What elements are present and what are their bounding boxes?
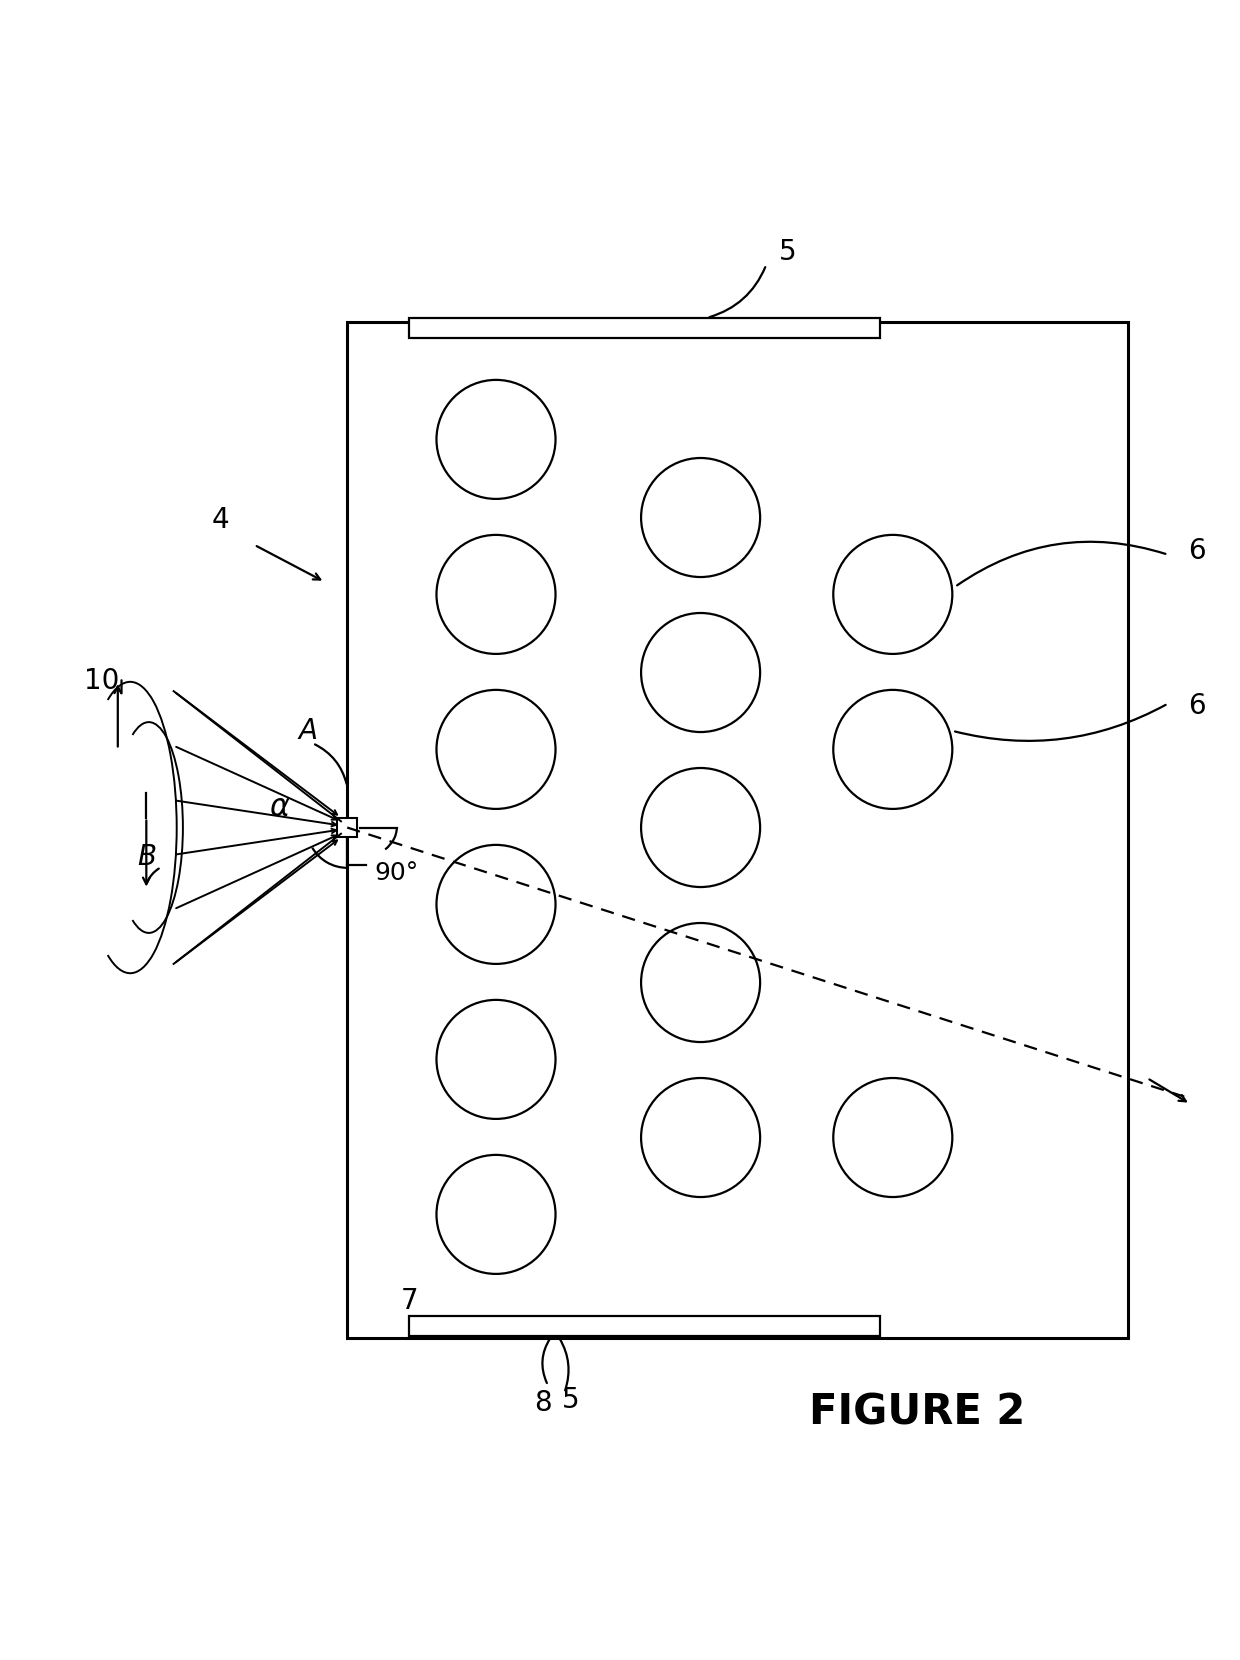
Text: 5: 5 — [779, 237, 796, 266]
Bar — [409, 1316, 880, 1336]
Bar — [347, 322, 1128, 1338]
Text: 4: 4 — [212, 506, 229, 535]
Text: 10: 10 — [84, 667, 119, 696]
Text: 5: 5 — [562, 1386, 579, 1414]
Text: 6: 6 — [1188, 536, 1205, 564]
Text: 7: 7 — [401, 1286, 418, 1315]
Bar — [409, 317, 880, 337]
Text: FIGURE 2: FIGURE 2 — [810, 1391, 1025, 1434]
Text: B: B — [136, 843, 156, 872]
Text: 90°: 90° — [374, 862, 419, 885]
Text: A: A — [298, 717, 317, 745]
Bar — [337, 818, 357, 837]
Text: $\alpha$: $\alpha$ — [269, 793, 291, 822]
Text: 6: 6 — [1188, 692, 1205, 720]
Text: 8: 8 — [534, 1389, 552, 1418]
